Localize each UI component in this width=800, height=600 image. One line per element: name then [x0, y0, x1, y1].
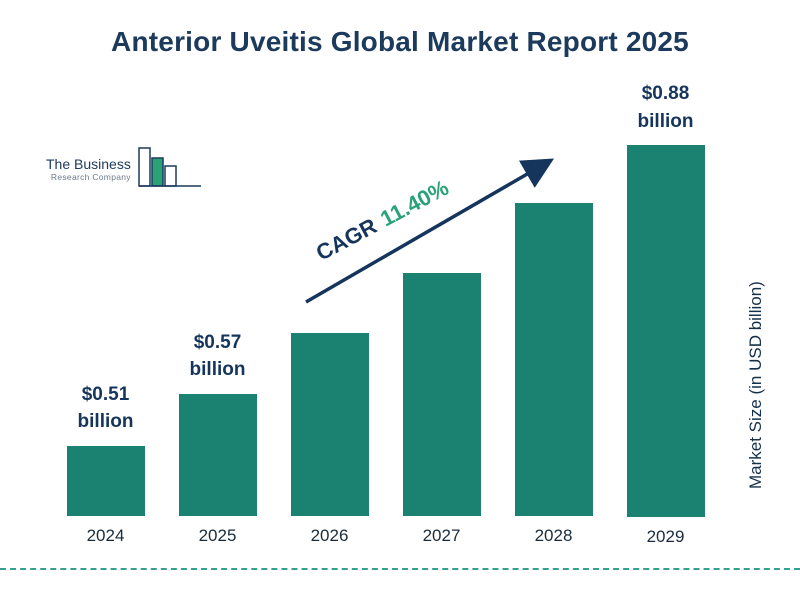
bar-column: $0.57 billion 2025 — [170, 80, 265, 550]
bar — [66, 446, 145, 516]
bar — [290, 333, 369, 516]
x-axis-label: 2025 — [198, 526, 237, 545]
bar — [402, 273, 481, 516]
x-axis-label: 2029 — [646, 527, 685, 547]
bar — [178, 394, 257, 516]
logo-line1: The Business — [46, 156, 131, 172]
bar-chart: $0.51 billion 2024 $0.57 billion 2025 2026 2027… — [58, 80, 713, 550]
x-axis-label: 2027 — [422, 526, 461, 545]
bar-value-label: $0.57 billion — [189, 331, 246, 381]
bar — [626, 145, 705, 518]
bottom-divider — [0, 568, 800, 570]
bar — [514, 203, 593, 516]
logo-line2: Research Company — [50, 172, 131, 182]
x-axis-label: 2028 — [534, 526, 573, 545]
bar-column: 2026 — [282, 80, 377, 550]
bar-column: 2028 — [506, 80, 601, 550]
x-axis-label: 2024 — [86, 526, 125, 545]
bar-column: $0.88 billion 2029 — [618, 80, 713, 550]
bar-value-label: $0.88 billion — [637, 83, 694, 132]
company-logo: The Business Research Company — [46, 142, 207, 198]
bar-column: $0.51 billion 2024 — [58, 80, 153, 550]
logo-bar-chart-icon — [138, 147, 201, 187]
page-title: Anterior Uveitis Global Market Report 20… — [111, 26, 689, 57]
y-axis-title: Market Size (in USD billion) — [746, 281, 765, 489]
bar-value-label: $0.51 billion — [77, 383, 134, 433]
bar-column: 2027 — [394, 80, 489, 550]
x-axis-label: 2026 — [310, 526, 349, 545]
logo-text: The Business Research Company — [46, 156, 131, 182]
